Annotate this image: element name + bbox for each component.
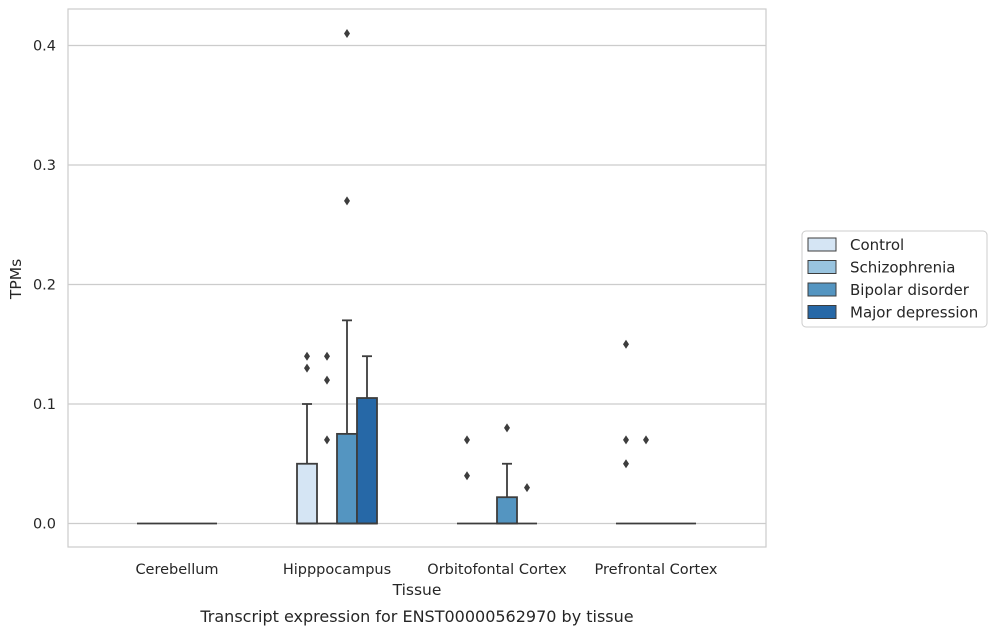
chart-caption: Transcript expression for ENST0000056297… [199,607,633,626]
box-control [616,339,636,525]
box-body [336,432,358,525]
box-schizophrenia [636,435,656,525]
legend-label: Schizophrenia [850,259,955,277]
outlier-point [344,29,350,39]
legend-swatch [807,237,837,252]
plot-frame [67,8,767,548]
y-tick-label: 0.1 [33,397,56,413]
box-bipolar-disorder [336,29,358,525]
legend-label: Control [850,236,904,254]
box-body [356,397,378,525]
box-body [496,496,518,525]
x-tick-label: Prefrontal Cortex [595,562,718,578]
legend-frame [801,230,988,328]
outlier-point [504,423,510,433]
outlier-point [524,483,530,493]
legend: Control Schizophrenia Bipolar disorder Majo… [801,230,988,328]
y-axis-label: TPMs [7,259,25,300]
x-tick-label: Orbitofontal Cortex [427,562,567,578]
legend-label: Major depression [850,304,978,322]
legend-label: Bipolar disorder [850,281,970,299]
outlier-point [623,459,629,469]
box-control [457,435,477,525]
box-series [137,29,696,525]
y-tick-label: 0.4 [33,39,56,55]
outlier-point [623,339,629,349]
legend-swatch [807,282,837,297]
y-axis-ticks: 0.0 0.1 0.2 0.3 0.4 [33,39,56,533]
outlier-point [304,363,310,373]
box-schizophrenia [317,351,337,525]
outlier-point [324,375,330,385]
outlier-point [464,471,470,481]
legend-swatch [807,305,837,319]
outlier-point [304,351,310,361]
y-tick-label: 0.3 [33,158,56,174]
y-tick-label: 0.2 [33,278,56,294]
outlier-point [643,435,649,445]
outlier-point [623,435,629,445]
x-axis-ticks: Cerebellum Hipppocampus Orbitofontal Corte… [135,562,717,578]
box-control [296,351,318,525]
legend-swatch [807,260,837,274]
x-axis-label: Tissue [392,581,442,599]
box-major-depression [356,355,378,525]
outlier-point [324,351,330,361]
outlier-point [324,435,330,445]
outlier-point [344,196,350,206]
box-major-depression [517,483,537,525]
y-gridlines [68,44,766,525]
x-tick-label: Cerebellum [135,562,218,578]
box-bipolar-disorder [496,423,518,525]
x-tick-label: Hipppocampus [283,562,391,578]
y-tick-label: 0.0 [33,517,56,533]
outlier-point [464,435,470,445]
box-body [296,462,318,525]
